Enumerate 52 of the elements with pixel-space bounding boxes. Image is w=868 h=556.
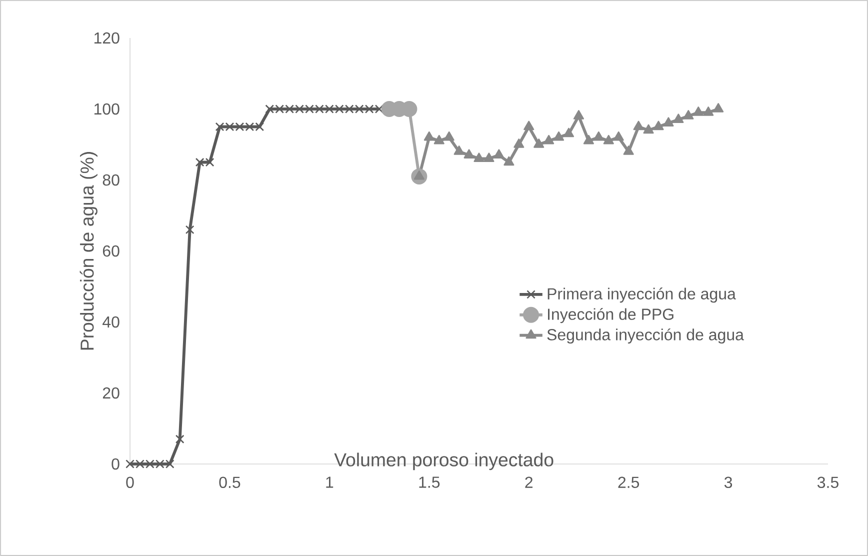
point: [683, 110, 694, 120]
x-tick-label: 1.5: [419, 476, 440, 488]
point: [573, 110, 584, 120]
point: [175, 434, 184, 444]
x-tick-label: 3.5: [817, 476, 838, 488]
point: [583, 134, 594, 144]
y-tick-label: 40: [102, 316, 120, 328]
point: [484, 152, 494, 162]
y-tick-label: 80: [102, 174, 120, 186]
point: [434, 134, 444, 144]
y-axis-title: Producción de agua (%): [80, 152, 98, 350]
point: [673, 114, 684, 123]
point: [633, 120, 644, 130]
point: [544, 134, 554, 144]
point: [623, 146, 634, 155]
point: [663, 117, 674, 127]
point: [534, 138, 544, 148]
point: [454, 146, 464, 155]
point: [693, 106, 704, 116]
x-tick-label: 2: [525, 476, 532, 488]
point: [524, 120, 534, 130]
x-tick-label: 0.5: [219, 476, 240, 488]
x-tick-label: 0: [126, 476, 134, 488]
point: [514, 138, 524, 148]
point: [563, 128, 574, 138]
x-tick-label: 1: [326, 476, 334, 488]
y-tick-label: 100: [94, 103, 120, 115]
point: [713, 102, 724, 112]
point: [504, 156, 514, 166]
x-axis-title: Volumen poroso inyectado: [334, 452, 554, 470]
point: [703, 106, 714, 116]
point: [593, 131, 604, 141]
point: [474, 152, 484, 162]
y-tick-label: 20: [102, 387, 120, 399]
legend-label: Primera inyección de agua: [548, 288, 736, 303]
y-tick-label: 60: [102, 245, 120, 257]
legend-label: Inyección de PPG: [548, 308, 674, 324]
y-tick-label: 120: [94, 32, 120, 44]
point: [613, 131, 624, 141]
point: [494, 149, 504, 158]
point: [553, 131, 564, 141]
point: [603, 134, 614, 144]
point: [643, 124, 654, 134]
x-tick-label: 2.5: [618, 476, 640, 488]
legend-label: Segunda inyección de agua: [547, 328, 744, 344]
point: [185, 225, 194, 234]
point: [444, 131, 454, 141]
point: [464, 149, 474, 158]
x-tick-label: 3: [724, 476, 732, 488]
point: [653, 120, 664, 130]
y-tick-label: 0: [112, 458, 120, 470]
point: [424, 131, 434, 141]
